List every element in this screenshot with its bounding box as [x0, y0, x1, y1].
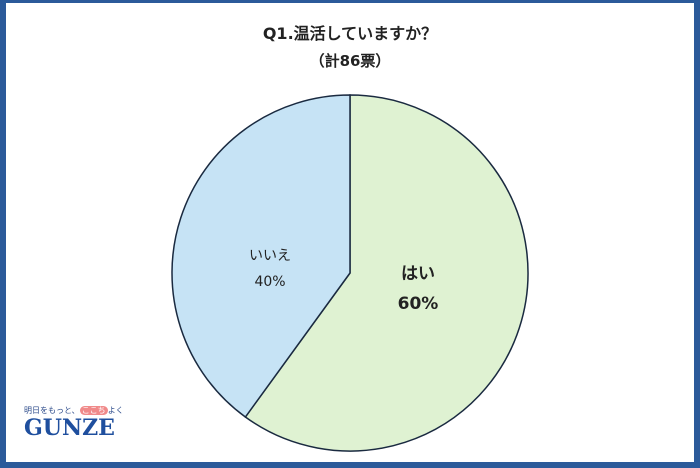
pie-slice-0 — [244, 94, 529, 452]
slice-label-0: はい — [401, 264, 435, 284]
logo-brand: GUNZE — [24, 415, 115, 441]
slice-value-0: 60% — [398, 294, 439, 314]
chart-subtitle: （計86票） — [309, 52, 391, 70]
pie-slice-1 — [171, 94, 351, 419]
logo-tagline: 明日をもっと、 ここち よく — [24, 406, 124, 415]
gunze-logo: 明日をもっと、 ここち よく GUNZE — [24, 405, 124, 440]
chart-title: Q1.温活していますか？ — [262, 24, 438, 43]
slice-value-1: 40% — [254, 274, 285, 290]
slice-label-1: いいえ — [249, 248, 291, 264]
